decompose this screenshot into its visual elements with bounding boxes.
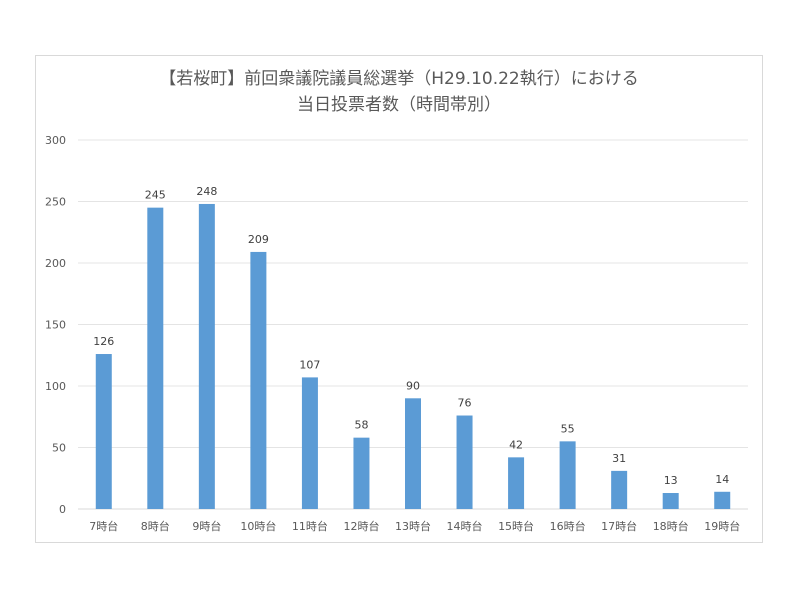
x-tick-label: 9時台 — [192, 519, 221, 533]
y-tick-label: 150 — [45, 319, 66, 332]
y-tick-label: 50 — [52, 442, 66, 455]
data-label: 245 — [145, 189, 166, 202]
bar — [559, 441, 576, 509]
data-label: 90 — [406, 379, 420, 392]
data-labels: 126 245 248 209 107 58 90 76 42 55 31 13 14 — [93, 185, 729, 487]
bar — [405, 398, 421, 509]
x-tick-label: 15時台 — [498, 519, 534, 533]
data-label: 209 — [248, 233, 269, 246]
x-tick-label: 7時台 — [89, 519, 118, 533]
y-tick-label: 300 — [45, 134, 66, 147]
bar — [353, 437, 370, 509]
data-label: 58 — [354, 419, 368, 432]
x-tick-label: 18時台 — [653, 519, 689, 533]
bar — [508, 457, 525, 509]
bar — [456, 415, 473, 509]
x-tick-label: 13時台 — [395, 519, 431, 533]
gridlines — [78, 139, 748, 510]
data-label: 55 — [561, 422, 575, 435]
data-label: 14 — [715, 473, 729, 486]
x-tick-label: 10時台 — [240, 519, 276, 533]
data-label: 76 — [458, 397, 472, 410]
x-tick-label: 16時台 — [550, 519, 586, 533]
x-tick-label: 17時台 — [601, 519, 637, 533]
x-tick-label: 8時台 — [141, 519, 170, 533]
bar — [662, 493, 679, 509]
x-tick-label: 14時台 — [447, 519, 483, 533]
y-axis-ticks: 0 50 100 150 200 250 300 — [45, 134, 66, 516]
data-label: 126 — [93, 335, 114, 348]
chart-title-line2: 当日投票者数（時間帯別） — [297, 95, 501, 115]
chart-title: 【若桜町】前回衆議院議員総選挙（H29.10.22執行）における 当日投票者数（… — [35, 66, 763, 118]
chart-title-line1: 【若桜町】前回衆議院議員総選挙（H29.10.22執行）における — [159, 69, 639, 89]
bar — [714, 491, 731, 509]
y-tick-label: 200 — [45, 257, 66, 270]
bar — [198, 203, 215, 509]
x-tick-label: 11時台 — [292, 519, 328, 533]
bar — [250, 251, 267, 509]
bar — [301, 377, 318, 509]
y-tick-label: 250 — [45, 196, 66, 209]
y-tick-label: 100 — [45, 380, 66, 393]
data-label: 13 — [664, 474, 678, 487]
y-tick-label: 0 — [59, 503, 66, 516]
x-tick-label: 19時台 — [704, 519, 740, 533]
data-label: 107 — [299, 358, 320, 371]
bar — [147, 207, 164, 509]
x-axis-ticks: 7時台 8時台 9時台 10時台 11時台 12時台 13時台 14時台 15時台 16時台 17時… — [89, 519, 740, 533]
x-tick-label: 12時台 — [343, 519, 379, 533]
data-label: 42 — [509, 438, 523, 451]
data-label: 248 — [196, 185, 217, 198]
data-label: 31 — [612, 452, 626, 465]
bar — [611, 470, 628, 509]
bars — [95, 203, 731, 509]
bar — [95, 354, 112, 509]
